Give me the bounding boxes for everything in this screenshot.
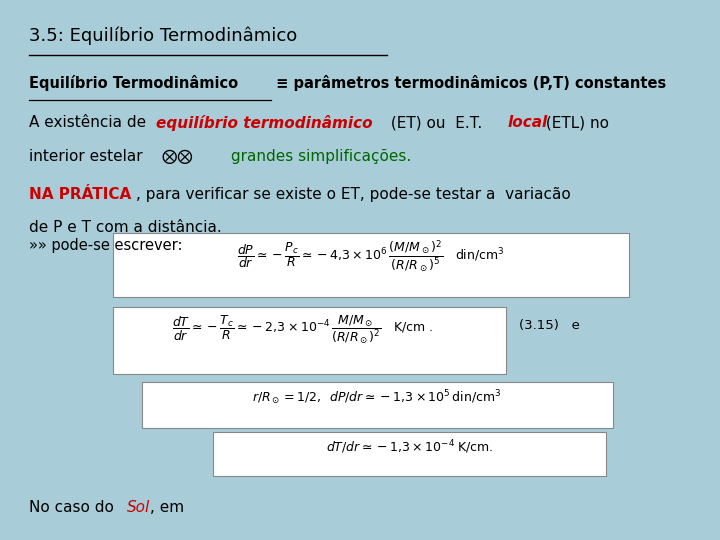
Text: , para verificar se existe o ET, pode-se testar a  variacão: , para verificar se existe o ET, pode-se… [136, 187, 571, 202]
Text: $\dfrac{dP}{dr} \simeq -\dfrac{P_c}{R} \simeq -4{,}3\times 10^6\,\dfrac{(M/M_\od: $\dfrac{dP}{dr} \simeq -\dfrac{P_c}{R} \… [237, 238, 505, 274]
Text: $\dfrac{dT}{dr} \simeq -\dfrac{T_c}{R} \simeq -2{,}3\times 10^{-4}\,\dfrac{M/M_\: $\dfrac{dT}{dr} \simeq -\dfrac{T_c}{R} \… [172, 314, 433, 346]
FancyBboxPatch shape [142, 382, 613, 428]
Text: $dT/dr \simeq -1{,}3\times 10^{-4}\;\mathrm{K/cm}.$: $dT/dr \simeq -1{,}3\times 10^{-4}\;\mat… [325, 438, 493, 456]
Text: (ETL) no: (ETL) no [541, 115, 608, 130]
Text: de P e T com a distância.: de P e T com a distância. [29, 220, 221, 235]
FancyBboxPatch shape [112, 233, 629, 296]
Text: ≡ parâmetros termodinâmicos (P,T) constantes: ≡ parâmetros termodinâmicos (P,T) consta… [271, 75, 666, 91]
Text: 3.5: Equilíbrio Termodinâmico: 3.5: Equilíbrio Termodinâmico [29, 27, 297, 45]
Text: Sol: Sol [127, 500, 150, 515]
Text: (ET) ou  E.T.: (ET) ou E.T. [386, 115, 487, 130]
Text: , em: , em [150, 500, 184, 515]
Text: $r/R_\odot = 1/2, \;\; dP/dr \simeq -1{,}3\times 10^5\,\mathrm{din/cm}^3$: $r/R_\odot = 1/2, \;\; dP/dr \simeq -1{,… [253, 389, 502, 407]
Text: grandes simplificações.: grandes simplificações. [225, 148, 411, 164]
Text: NA PRÁTICA: NA PRÁTICA [29, 187, 131, 202]
Text: No caso do: No caso do [29, 500, 118, 515]
Text: local: local [508, 115, 548, 130]
Text: A existência de: A existência de [29, 115, 150, 130]
Text: (3.15)   e: (3.15) e [519, 319, 580, 332]
Text: equilíbrio termodinâmico: equilíbrio termodinâmico [156, 115, 372, 131]
FancyBboxPatch shape [112, 307, 506, 374]
FancyBboxPatch shape [212, 432, 606, 476]
Text: Equilíbrio Termodinâmico: Equilíbrio Termodinâmico [29, 75, 238, 91]
Text: interior estelar    ⨂⨂: interior estelar ⨂⨂ [29, 148, 202, 164]
Text: »» pode-se escrever:: »» pode-se escrever: [29, 238, 182, 253]
